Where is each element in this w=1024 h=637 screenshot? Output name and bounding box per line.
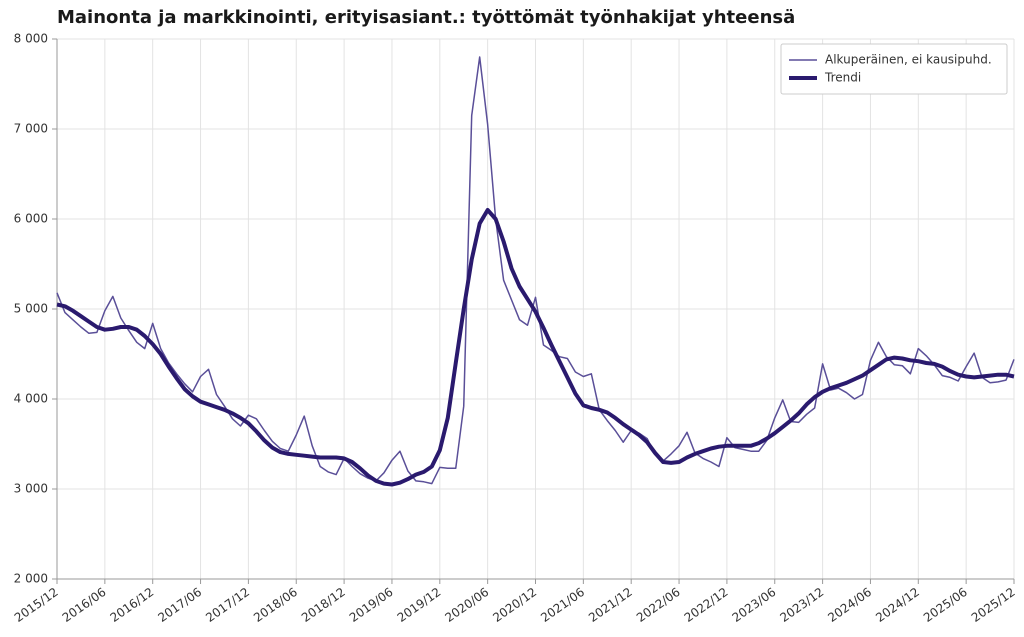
x-tick-label: 2023/12 (777, 585, 826, 625)
x-tick-label: 2016/12 (108, 585, 157, 625)
x-tick-label: 2024/12 (873, 585, 922, 625)
x-tick-label: 2017/12 (203, 585, 252, 625)
legend-label: Trendi (824, 71, 861, 85)
y-tick-label: 6 000 (14, 212, 48, 226)
x-tick-label: 2016/06 (60, 585, 109, 625)
x-tick-label: 2021/12 (586, 585, 635, 625)
x-tick-label: 2022/06 (634, 585, 683, 625)
y-tick-label: 5 000 (14, 302, 48, 316)
y-tick-label: 8 000 (14, 32, 48, 46)
x-tick-label: 2020/06 (443, 585, 492, 625)
x-tick-label: 2025/06 (921, 585, 970, 625)
x-tick-label: 2018/06 (251, 585, 300, 625)
x-tick-label: 2019/06 (347, 585, 396, 625)
y-tick-label: 2 000 (14, 572, 48, 586)
chart-title: Mainonta ja markkinointi, erityisasiant.… (57, 7, 795, 28)
x-tick-label: 2019/12 (395, 585, 444, 625)
series-line (56, 56, 1015, 485)
x-tick-label: 2015/12 (12, 585, 61, 625)
x-tick-label: 2017/06 (155, 585, 204, 625)
y-tick-label: 3 000 (14, 482, 48, 496)
y-tick-label: 7 000 (14, 122, 48, 136)
x-tick-label: 2024/06 (825, 585, 874, 625)
legend-box (780, 43, 1008, 95)
legend-label: Alkuperäinen, ei kausipuhd. (825, 53, 992, 67)
y-tick-label: 4 000 (14, 392, 48, 406)
series-line (56, 208, 1015, 487)
x-tick-label: 2023/06 (730, 585, 779, 625)
x-tick-label: 2020/12 (490, 585, 539, 625)
x-tick-label: 2021/06 (538, 585, 587, 625)
x-tick-label: 2025/12 (969, 585, 1018, 625)
x-tick-label: 2018/12 (299, 585, 348, 625)
x-tick-label: 2022/12 (682, 585, 731, 625)
